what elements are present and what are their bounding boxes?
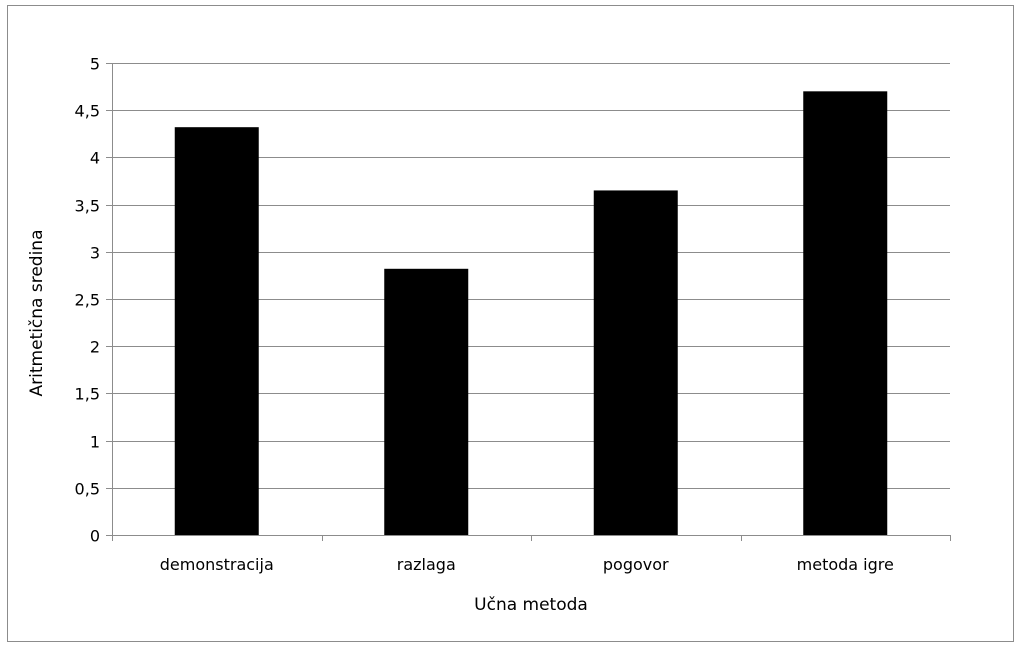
y-tick-label: 3: [90, 244, 100, 263]
axes: [112, 63, 950, 536]
y-tick-label: 0,5: [75, 480, 100, 499]
x-tick-label: demonstracija: [160, 555, 274, 574]
y-tick-label: 3,5: [75, 197, 100, 216]
y-tick-label: 2,5: [75, 291, 100, 310]
x-tick-label: metoda igre: [797, 555, 894, 574]
x-tick-label: razlaga: [397, 555, 456, 574]
bars: [174, 91, 888, 535]
bar-pogovor: [593, 190, 678, 535]
bar-demonstracija: [174, 127, 259, 535]
x-tick-label: pogovor: [603, 555, 669, 574]
y-tick-label: 4,5: [75, 102, 100, 121]
y-tick-label: 2: [90, 338, 100, 357]
bar-metoda-igre: [803, 91, 888, 535]
y-tick-label: 1,5: [75, 385, 100, 404]
x-tick-labels: demonstracija razlaga pogovor metoda igre: [160, 555, 894, 574]
x-axis-title: Učna metoda: [474, 595, 588, 615]
y-tick-label: 1: [90, 433, 100, 452]
bar-razlaga: [384, 268, 469, 535]
y-tick-label: 0: [90, 527, 100, 546]
y-tick-label: 5: [90, 55, 100, 74]
y-axis-title: Aritmetična sredina: [27, 230, 47, 397]
y-tick-label: 4: [90, 149, 100, 168]
y-tick-labels: 0 0,5 1 1,5 2 2,5 3 3,5 4 4,5 5: [75, 55, 100, 546]
